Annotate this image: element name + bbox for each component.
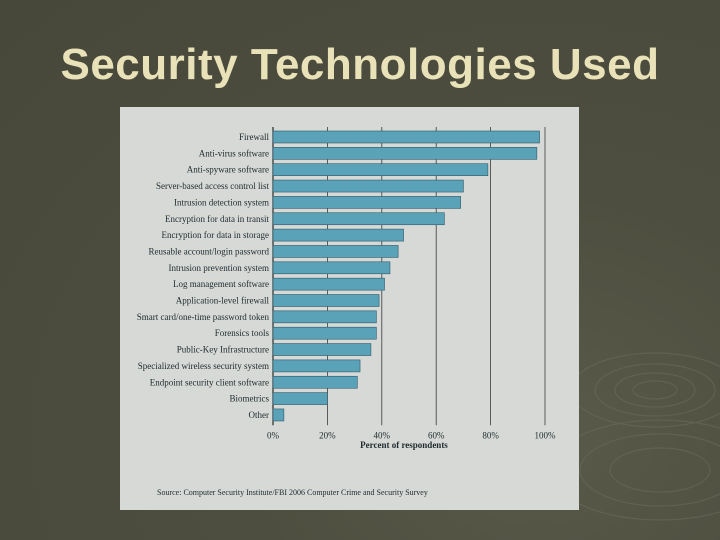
- category-label: Encryption for data in transit: [165, 214, 269, 224]
- bar: [272, 196, 461, 209]
- bar: [272, 359, 361, 373]
- bar: [272, 326, 377, 340]
- bar: [272, 212, 445, 226]
- category-label: Endpoint security client software: [150, 377, 269, 387]
- x-tick-label: 20%: [319, 430, 336, 440]
- bar: [272, 392, 328, 405]
- category-label: Anti-spyware software: [187, 165, 269, 175]
- bar: [272, 277, 385, 291]
- category-label: Encryption for data in storage: [162, 230, 269, 240]
- category-label: Other: [249, 410, 270, 420]
- category-label: Public-Key Infrastructure: [177, 345, 269, 355]
- source-note: Source: Computer Security Institute/FBI …: [157, 488, 428, 497]
- category-label: Biometrics: [230, 394, 270, 404]
- category-label: Forensics tools: [215, 328, 270, 338]
- category-label: Server-based access control list: [156, 181, 270, 191]
- category-label: Anti-virus software: [199, 148, 269, 158]
- bar: [272, 130, 540, 144]
- category-label: Reusable account/login password: [149, 246, 270, 256]
- bar: [272, 228, 404, 242]
- category-label: Intrusion prevention system: [169, 263, 270, 273]
- category-label: Smart card/one-time password token: [137, 312, 270, 322]
- bar: [272, 375, 358, 389]
- bar: [272, 294, 380, 307]
- x-axis-title: Percent of respondents: [360, 440, 448, 450]
- bar: [272, 163, 489, 177]
- category-label: Firewall: [239, 132, 269, 142]
- slide-title: Security Technologies Used: [60, 40, 660, 89]
- bar: [272, 245, 399, 258]
- category-label: Application-level firewall: [176, 296, 270, 306]
- bar: [272, 179, 464, 193]
- x-tick-label: 100%: [535, 430, 557, 440]
- bar: [272, 261, 391, 275]
- chart-panel: Firewall Anti-virus software Anti-spyware …: [120, 107, 579, 510]
- x-tick-label: 0%: [267, 430, 280, 440]
- x-tick-label: 80%: [482, 430, 499, 440]
- bar: [272, 147, 538, 160]
- category-label: Specialized wireless security system: [138, 361, 269, 371]
- bar: [272, 408, 285, 422]
- bar-chart: Firewall Anti-virus software Anti-spyware …: [137, 127, 557, 497]
- category-label: Log management software: [173, 279, 269, 289]
- x-tick-label: 60%: [428, 430, 445, 440]
- category-label: Intrusion detection system: [174, 197, 269, 207]
- bar: [272, 343, 372, 356]
- bar: [272, 310, 377, 324]
- x-tick-label: 40%: [374, 430, 391, 440]
